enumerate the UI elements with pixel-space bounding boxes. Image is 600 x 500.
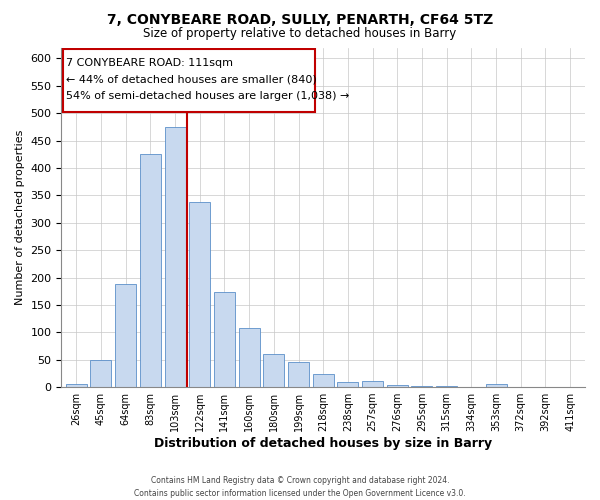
- Text: 7 CONYBEARE ROAD: 111sqm: 7 CONYBEARE ROAD: 111sqm: [67, 58, 233, 68]
- Bar: [461, 386, 482, 387]
- Bar: [485, 384, 506, 387]
- Bar: [510, 386, 531, 387]
- Bar: [91, 360, 112, 387]
- Bar: [66, 384, 87, 387]
- Text: Contains HM Land Registry data © Crown copyright and database right 2024.
Contai: Contains HM Land Registry data © Crown c…: [134, 476, 466, 498]
- Bar: [337, 382, 358, 387]
- Bar: [62, 48, 314, 112]
- Bar: [164, 127, 185, 387]
- Bar: [362, 380, 383, 387]
- Text: Size of property relative to detached houses in Barry: Size of property relative to detached ho…: [143, 28, 457, 40]
- Bar: [288, 362, 309, 387]
- Bar: [263, 354, 284, 387]
- Bar: [115, 284, 136, 387]
- Text: 54% of semi-detached houses are larger (1,038) →: 54% of semi-detached houses are larger (…: [67, 92, 350, 102]
- Bar: [535, 386, 556, 387]
- X-axis label: Distribution of detached houses by size in Barry: Distribution of detached houses by size …: [154, 437, 492, 450]
- Bar: [189, 202, 210, 387]
- Text: 7, CONYBEARE ROAD, SULLY, PENARTH, CF64 5TZ: 7, CONYBEARE ROAD, SULLY, PENARTH, CF64 …: [107, 12, 493, 26]
- Bar: [560, 386, 581, 387]
- Bar: [140, 154, 161, 387]
- Bar: [436, 386, 457, 387]
- Bar: [387, 385, 408, 387]
- Text: ← 44% of detached houses are smaller (840): ← 44% of detached houses are smaller (84…: [67, 75, 317, 85]
- Bar: [214, 292, 235, 387]
- Bar: [313, 374, 334, 387]
- Y-axis label: Number of detached properties: Number of detached properties: [15, 130, 25, 305]
- Bar: [239, 328, 260, 387]
- Bar: [412, 386, 433, 387]
